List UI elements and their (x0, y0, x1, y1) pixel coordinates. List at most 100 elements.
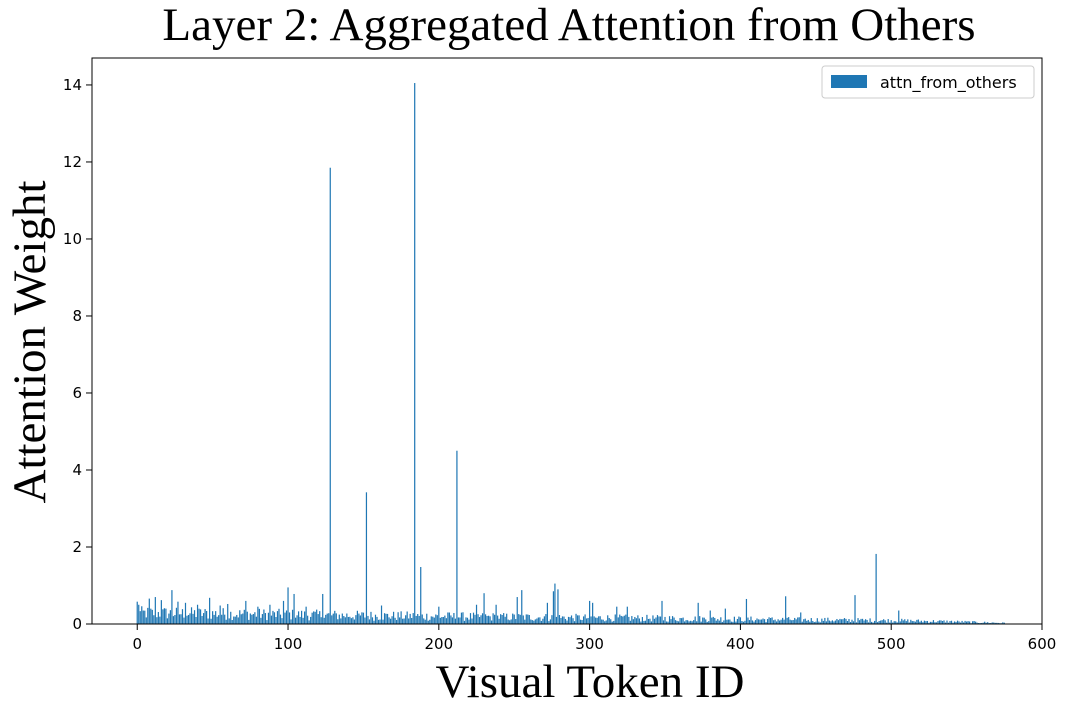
bar-token-399 (738, 616, 740, 624)
bar-token-87 (267, 612, 270, 624)
bar-token-44 (202, 613, 205, 624)
bar-token-160 (377, 619, 380, 624)
bar-token-345 (656, 615, 659, 624)
bar-token-386 (718, 620, 720, 624)
bar-token-470 (845, 618, 847, 624)
bar-token-197 (433, 617, 435, 624)
bar-token-570 (996, 622, 998, 624)
bar-token-207 (448, 612, 450, 624)
bar-token-91 (273, 612, 276, 624)
bar-token-118 (314, 611, 316, 624)
bar-token-457 (825, 621, 827, 624)
bar-token-250 (513, 614, 515, 624)
bar-token-73 (246, 611, 248, 624)
bar-token-281 (560, 618, 562, 624)
bar-token-76 (251, 614, 253, 624)
bar-token-451 (816, 618, 818, 624)
bar-token-141 (349, 616, 351, 624)
bar-token-442 (803, 619, 805, 624)
bar-token-541 (952, 622, 954, 624)
bar-token-483 (864, 619, 867, 624)
bar-token-311 (605, 620, 607, 624)
bar-token-83 (261, 614, 263, 624)
bar-token-130 (332, 613, 334, 624)
bar-token-406 (748, 620, 751, 624)
bar-token-251 (515, 619, 517, 624)
bar-token-72 (245, 600, 247, 624)
bar-token-383 (714, 617, 716, 624)
bar-token-239 (497, 615, 499, 624)
bar-token-504 (896, 622, 898, 624)
bar-token-308 (601, 619, 603, 624)
bar-token-119 (316, 609, 318, 624)
bar-token-389 (723, 620, 725, 624)
bar-token-359 (677, 621, 680, 624)
bar-token-496 (884, 620, 886, 624)
bar-token-294 (579, 619, 582, 624)
bar-token-39 (195, 616, 197, 624)
bar-token-340 (649, 618, 651, 624)
bar-token-123 (322, 593, 324, 624)
bar-token-173 (397, 612, 399, 624)
bar-token-429 (783, 619, 785, 624)
bar-token-365 (687, 620, 689, 624)
bar-token-218 (465, 617, 467, 624)
bar-token-62 (230, 611, 232, 624)
bar-token-245 (506, 613, 508, 624)
bar-token-522 (923, 620, 925, 624)
bar-token-41 (198, 608, 200, 624)
bar-token-183 (412, 613, 414, 624)
bar-token-277 (554, 583, 556, 624)
bar-token-289 (572, 618, 574, 624)
bar-token-523 (925, 621, 927, 624)
bar-token-21 (168, 613, 170, 624)
bar-token-7 (147, 607, 149, 624)
bar-token-126 (326, 613, 328, 624)
legend-box (821, 65, 1035, 99)
bar-token-202 (441, 617, 443, 624)
bar-token-112 (305, 606, 307, 624)
y-tick-label: 8 (72, 307, 82, 325)
bar-token-6 (145, 617, 147, 624)
bar-token-543 (955, 621, 957, 624)
bar-token-395 (732, 621, 734, 624)
bar-token-485 (867, 622, 870, 624)
bar-token-408 (751, 620, 754, 624)
bar-token-545 (958, 621, 960, 624)
bar-token-372 (697, 602, 699, 624)
bar-token-217 (463, 620, 466, 624)
bar-token-148 (359, 615, 362, 624)
bar-token-463 (834, 620, 837, 624)
bar-token-181 (409, 613, 411, 624)
bar-token-152 (365, 492, 368, 624)
bar-token-107 (297, 611, 300, 624)
bar-token-55 (219, 605, 221, 624)
bar-token-38 (193, 610, 196, 624)
bar-token-441 (801, 621, 803, 624)
chart-title: Layer 2: Aggregated Attention from Other… (162, 0, 975, 51)
bar-token-60 (227, 603, 229, 624)
bar-token-534 (941, 621, 944, 624)
bar-token-153 (367, 615, 369, 624)
bar-token-125 (325, 614, 327, 624)
bar-token-409 (753, 621, 755, 624)
bar-token-503 (895, 621, 897, 624)
bar-token-304 (595, 617, 597, 624)
bar-token-488 (872, 622, 874, 624)
bar-token-212 (456, 450, 458, 624)
bar-token-272 (546, 602, 548, 624)
bar-token-388 (721, 621, 723, 624)
bar-token-403 (744, 620, 746, 624)
y-tick-label: 6 (72, 384, 82, 402)
bar-token-219 (466, 617, 469, 624)
bar-token-415 (762, 618, 764, 624)
bar-token-533 (940, 620, 942, 624)
bar-token-159 (376, 616, 378, 624)
bar-token-369 (693, 620, 695, 624)
bar-token-397 (735, 621, 737, 624)
bar-token-425 (777, 619, 779, 624)
bar-token-331 (635, 618, 637, 624)
bar-token-401 (741, 621, 743, 624)
bar-token-438 (797, 617, 799, 624)
bar-token-220 (468, 619, 470, 624)
